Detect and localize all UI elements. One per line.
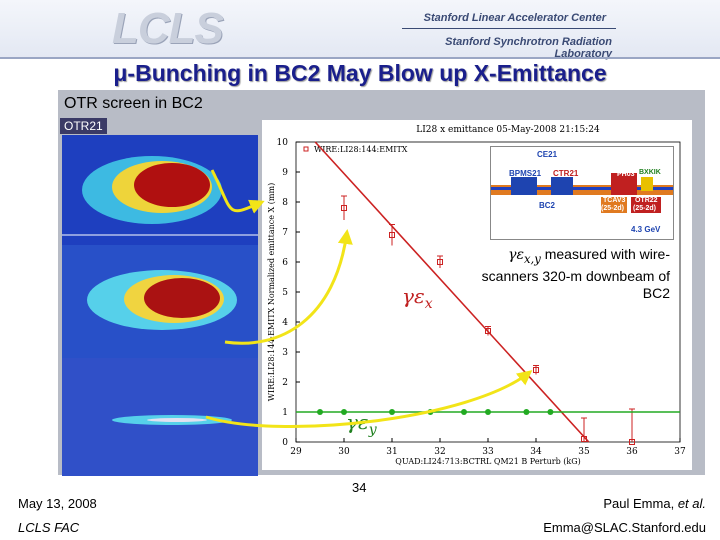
inset-label-2d-b: (25-2d) bbox=[633, 205, 656, 212]
y-tick-label: 8 bbox=[282, 198, 288, 208]
legend-label: WIRE:LI28:144:EMITX bbox=[314, 145, 408, 154]
data-point bbox=[461, 409, 467, 415]
y-tick-label: 2 bbox=[282, 378, 288, 388]
data-point bbox=[629, 439, 635, 445]
inset-label-2d-a: (25-2d) bbox=[601, 205, 624, 212]
x-tick-label: 30 bbox=[338, 447, 350, 457]
legend-marker bbox=[303, 146, 309, 152]
author-name: Paul Emma, bbox=[603, 496, 675, 511]
footer-email: Emma@SLAC.Stanford.edu bbox=[543, 520, 706, 535]
slide-header: LCLS Stanford Linear Accelerator Center … bbox=[0, 0, 720, 60]
data-point bbox=[485, 328, 491, 334]
otr-image-2 bbox=[62, 245, 258, 363]
inset-label-ctr21: CTR21 bbox=[553, 169, 579, 178]
inset-label-ce21: CE21 bbox=[537, 150, 558, 159]
footer-meeting: LCLS FAC bbox=[18, 520, 79, 535]
header-divider bbox=[0, 57, 720, 59]
data-point bbox=[437, 259, 443, 265]
fit-line-0 bbox=[314, 141, 590, 443]
x-tick-label: 32 bbox=[434, 447, 445, 457]
data-point bbox=[341, 205, 347, 211]
footer-meeting-text: LCLS FAC bbox=[18, 520, 80, 535]
page-number: 34 bbox=[352, 480, 367, 495]
otr-image-1 bbox=[62, 135, 258, 253]
x-tick-label: 36 bbox=[626, 447, 638, 457]
y-tick-label: 6 bbox=[282, 258, 288, 268]
ex-symbol: γε bbox=[402, 284, 425, 308]
ex-subscript: x bbox=[424, 296, 433, 312]
x-tick-label: 35 bbox=[578, 447, 590, 457]
ex-label: γεx bbox=[402, 284, 433, 312]
data-point bbox=[389, 232, 395, 238]
callout-subscript: x,y bbox=[523, 251, 541, 266]
wire-scanner-callout: γεx,y measured with wire-scanners 320-m … bbox=[480, 246, 670, 302]
y-tick-label: 0 bbox=[282, 438, 288, 448]
inset-label-bpms21: BPMS21 bbox=[509, 169, 542, 178]
x-tick-label: 33 bbox=[482, 447, 494, 457]
y-tick-label: 5 bbox=[282, 288, 288, 298]
footer-date: May 13, 2008 bbox=[18, 496, 97, 511]
data-point bbox=[427, 409, 434, 415]
ey-subscript: y bbox=[368, 422, 377, 438]
y-tick-label: 4 bbox=[282, 318, 288, 328]
data-point bbox=[523, 409, 530, 415]
inset-label-tcav3: TCAV3 bbox=[603, 197, 626, 204]
data-point bbox=[485, 409, 491, 415]
lcls-logo: LCLS bbox=[112, 4, 224, 53]
y-axis-label: WIRE:LI28:144:EMITX Normalized emittance… bbox=[267, 183, 276, 401]
data-point bbox=[533, 367, 539, 373]
inset-label-otr22: OTR22 bbox=[635, 197, 658, 204]
inset-label-energy: 4.3 GeV bbox=[631, 225, 661, 234]
ey-label: γεy bbox=[346, 410, 377, 438]
footer-author: Paul Emma, et al. bbox=[586, 496, 706, 511]
inset-label-bxkik: BXKIK bbox=[639, 169, 661, 176]
x-tick-label: 31 bbox=[386, 447, 397, 457]
inset-label-ph03: PH03 bbox=[617, 171, 635, 178]
y-tick-label: 9 bbox=[282, 168, 288, 178]
callout-text: measured with wire-scanners 320-m downbe… bbox=[481, 246, 670, 301]
org-line-1: Stanford Linear Accelerator Center bbox=[423, 12, 606, 24]
data-point bbox=[581, 436, 587, 442]
author-etal: et al. bbox=[677, 496, 706, 511]
otr-image-3 bbox=[62, 358, 258, 476]
org-divider bbox=[402, 28, 616, 29]
subtitle: OTR screen in BC2 bbox=[64, 95, 203, 112]
data-point bbox=[547, 409, 554, 415]
ey-symbol: γε bbox=[346, 410, 369, 434]
otr-label: OTR21 bbox=[60, 118, 107, 134]
y-tick-label: 10 bbox=[277, 138, 289, 148]
y-tick-label: 7 bbox=[282, 228, 288, 238]
data-point bbox=[389, 409, 395, 415]
x-tick-label: 29 bbox=[290, 447, 302, 457]
y-tick-label: 3 bbox=[282, 348, 288, 358]
callout-symbol: γε bbox=[508, 247, 524, 263]
data-point bbox=[317, 409, 323, 415]
beamline-inset: CE21 BPMS21 CTR21 PH03 BXKIK BC2 TCAV3 O… bbox=[490, 146, 674, 240]
chart-title: LI28 x emittance 05-May-2008 21:15:24 bbox=[416, 125, 600, 135]
x-tick-label: 37 bbox=[674, 447, 686, 457]
x-tick-label: 34 bbox=[530, 447, 542, 457]
slide-title: μ-Bunching in BC2 May Blow up X-Emittanc… bbox=[113, 60, 607, 86]
inset-label-bc2: BC2 bbox=[539, 201, 556, 210]
y-tick-label: 1 bbox=[282, 408, 288, 418]
x-axis-label: QUAD:LI24:713:BCTRL QM21 B Perturb (kG) bbox=[395, 457, 580, 466]
